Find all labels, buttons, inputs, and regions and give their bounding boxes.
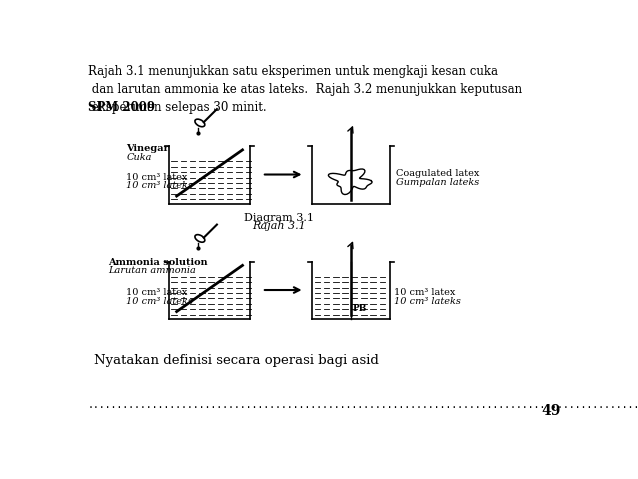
Text: Ammonia solution: Ammonia solution	[108, 258, 208, 267]
Text: 10 cm³ latex: 10 cm³ latex	[126, 288, 188, 297]
Polygon shape	[329, 169, 372, 194]
Text: SPM 2009: SPM 2009	[87, 101, 154, 114]
Text: 10 cm³ lateks: 10 cm³ lateks	[126, 297, 193, 306]
Text: Diagram 3.1: Diagram 3.1	[244, 213, 314, 223]
Text: ................................................................................: ........................................…	[87, 400, 638, 410]
Text: Rajah 3.1 menunjukkan satu eksperimen untuk mengkaji kesan cuka
 dan larutan amm: Rajah 3.1 menunjukkan satu eksperimen un…	[87, 65, 522, 114]
Text: Vinegar: Vinegar	[126, 145, 169, 153]
Text: 10 cm³ latex: 10 cm³ latex	[394, 288, 455, 297]
Text: 49: 49	[541, 404, 560, 418]
Text: Larutan ammonia: Larutan ammonia	[108, 266, 197, 275]
Text: 10 cm³ latex: 10 cm³ latex	[126, 173, 188, 182]
Text: Gumpalan lateks: Gumpalan lateks	[396, 178, 479, 187]
Text: Cuka: Cuka	[126, 153, 152, 162]
Text: Nyatakan definisi secara operasi bagi asid: Nyatakan definisi secara operasi bagi as…	[94, 354, 378, 367]
Text: 10 cm³ lateks: 10 cm³ lateks	[126, 182, 193, 191]
Text: Coagulated latex: Coagulated latex	[396, 169, 479, 178]
Ellipse shape	[195, 235, 205, 242]
Text: PB: PB	[353, 304, 367, 313]
Text: 10 cm³ lateks: 10 cm³ lateks	[394, 297, 461, 306]
Text: Rajah 3.1: Rajah 3.1	[252, 221, 306, 231]
Ellipse shape	[195, 119, 205, 127]
